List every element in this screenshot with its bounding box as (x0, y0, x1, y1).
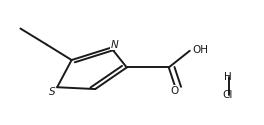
Text: OH: OH (192, 44, 208, 54)
Text: H: H (224, 72, 232, 82)
Text: O: O (170, 86, 178, 96)
Text: S: S (49, 86, 55, 97)
Text: N: N (111, 40, 119, 50)
Text: Cl: Cl (223, 90, 233, 100)
